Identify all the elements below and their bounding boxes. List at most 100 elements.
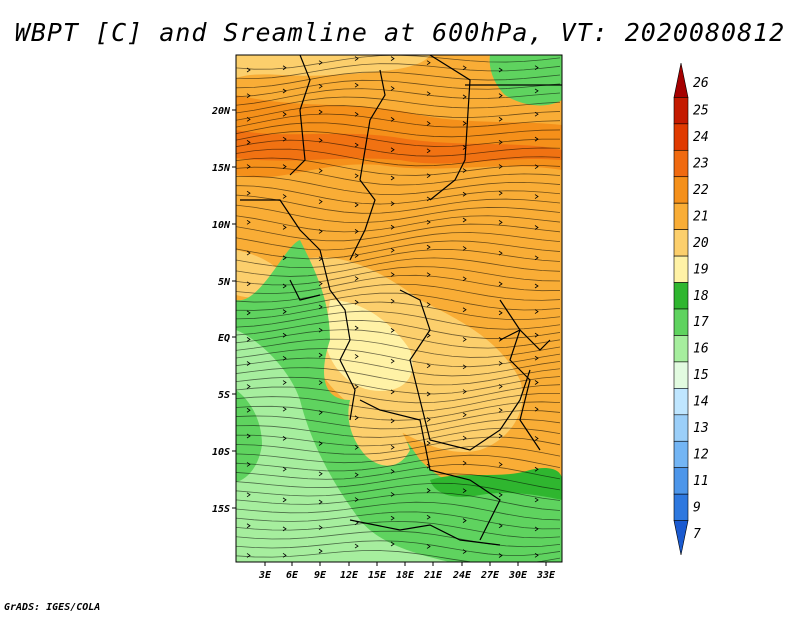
- colorbar-label: 23: [693, 157, 709, 172]
- streamline-arrow: [282, 225, 287, 230]
- colorbar-label: 20: [693, 236, 709, 251]
- colorbar-swatch: [673, 467, 689, 495]
- colorbar-swatch: [673, 282, 689, 310]
- streamline-arrow: [462, 460, 467, 466]
- streamline-arrow: [354, 472, 359, 478]
- streamline-arrow: [318, 499, 323, 505]
- streamline-arrow: [462, 488, 467, 494]
- streamline-arrow: [390, 444, 395, 450]
- streamline-arrow: [318, 352, 323, 358]
- streamline-arrow: [498, 384, 503, 389]
- streamline-arrow: [426, 333, 431, 338]
- streamline-arrow: [354, 142, 359, 148]
- streamline-arrow: [246, 384, 251, 389]
- streamline-arrow: [282, 380, 287, 385]
- streamline-arrow: [390, 272, 395, 277]
- streamline-arrow: [426, 121, 431, 126]
- streamline-arrow: [354, 253, 359, 258]
- streamline-arrow: [426, 173, 431, 179]
- colorbar-label: 19: [693, 262, 709, 277]
- streamline-arrow: [426, 219, 431, 225]
- streamline-arrow: [390, 175, 395, 181]
- streamline-arrow: [282, 111, 287, 117]
- streamline-arrow: [390, 117, 395, 122]
- colorbar-swatch: [673, 123, 689, 151]
- streamline-arrow: [426, 148, 431, 154]
- streamline-arrow: [498, 67, 503, 73]
- streamline-arrow: [498, 220, 503, 225]
- colorbar-swatch: [673, 229, 689, 257]
- lon-label-24e: 24E: [452, 570, 472, 581]
- streamline-arrow: [318, 410, 323, 415]
- streamline-arrow: [534, 225, 539, 230]
- streamline-arrow: [534, 136, 539, 142]
- streamline-arrow: [426, 417, 431, 422]
- colorbar-swatch: [673, 97, 689, 125]
- streamline-arrow: [246, 310, 251, 316]
- streamline-arrow: [462, 276, 467, 282]
- streamline-arrow: [390, 224, 395, 230]
- colorbar-label: 18: [693, 289, 709, 304]
- streamlines: [236, 55, 561, 562]
- streamline-arrow: [246, 337, 251, 342]
- streamline-arrow: [354, 276, 359, 281]
- streamline-arrow: [318, 199, 323, 204]
- streamline-arrow: [462, 217, 467, 223]
- streamline-arrow: [282, 65, 287, 71]
- streamline-arrow: [390, 492, 395, 497]
- streamline-arrow: [354, 325, 359, 331]
- streamline-arrow: [534, 406, 539, 412]
- streamline-arrow: [390, 469, 395, 474]
- streamline-arrow: [426, 514, 431, 520]
- streamline-arrow: [390, 328, 395, 333]
- country-borders: [240, 55, 562, 546]
- lon-label-30e: 30E: [508, 570, 528, 581]
- streamline-arrow: [390, 147, 395, 153]
- streamline-arrow: [498, 250, 503, 256]
- streamline-arrow: [426, 488, 431, 493]
- streamline-arrow: [462, 307, 467, 313]
- lon-label-15e: 15E: [368, 570, 387, 581]
- streamline-arrow: [354, 445, 359, 450]
- streamline-arrow: [426, 302, 431, 307]
- streamline-arrow: [318, 380, 323, 385]
- footer-credit: GrADS: IGES/COLA: [4, 602, 101, 613]
- streamline-arrow: [462, 246, 467, 251]
- streamline-arrow: [498, 492, 503, 498]
- colorbar-swatch: [673, 202, 689, 230]
- map-frame: [235, 54, 563, 563]
- streamline-arrow: [534, 194, 539, 199]
- streamline-arrow: [426, 363, 431, 369]
- streamline-arrow: [534, 355, 539, 361]
- colorbar-label: 15: [693, 368, 709, 383]
- wbpt-fill-17-ne: [489, 55, 562, 106]
- streamline-arrow: [390, 247, 395, 253]
- streamline-arrow: [426, 91, 431, 96]
- streamline-arrow: [498, 139, 503, 145]
- streamline-arrow: [246, 462, 251, 467]
- colorbar: 26 25 24 23 22 21 20 19 18 17 16 15 14 13 12 11 9 7: [673, 62, 709, 556]
- streamline-arrow: [534, 526, 539, 532]
- streamline-arrow: [462, 121, 467, 126]
- streamline-arrow: [354, 229, 359, 234]
- colorbar-swatch: [673, 176, 689, 204]
- streamline-arrow: [534, 283, 539, 289]
- streamline-arrow: [354, 299, 359, 305]
- longitude-axis: 3E 6E 9E 12E 15E 18E 21E 24E 27E 30E 33E: [258, 562, 556, 581]
- streamline-arrow: [534, 88, 539, 94]
- colorbar-label: 7: [693, 527, 701, 542]
- streamline-arrow: [318, 109, 323, 115]
- streamline-arrow: [318, 168, 323, 174]
- streamline-arrow: [246, 190, 251, 196]
- streamline-arrow: [246, 553, 251, 558]
- streamline-arrow: [390, 298, 395, 304]
- streamline-arrow: [498, 310, 503, 316]
- lat-label-10n: 10N: [212, 220, 231, 231]
- streamline-arrow: [462, 518, 467, 523]
- streamline-arrow: [462, 412, 467, 418]
- streamline-arrow: [246, 492, 251, 498]
- streamline-arrow: [318, 83, 323, 89]
- streamline-arrow: [534, 309, 539, 314]
- colorbar-swatch: [673, 149, 689, 178]
